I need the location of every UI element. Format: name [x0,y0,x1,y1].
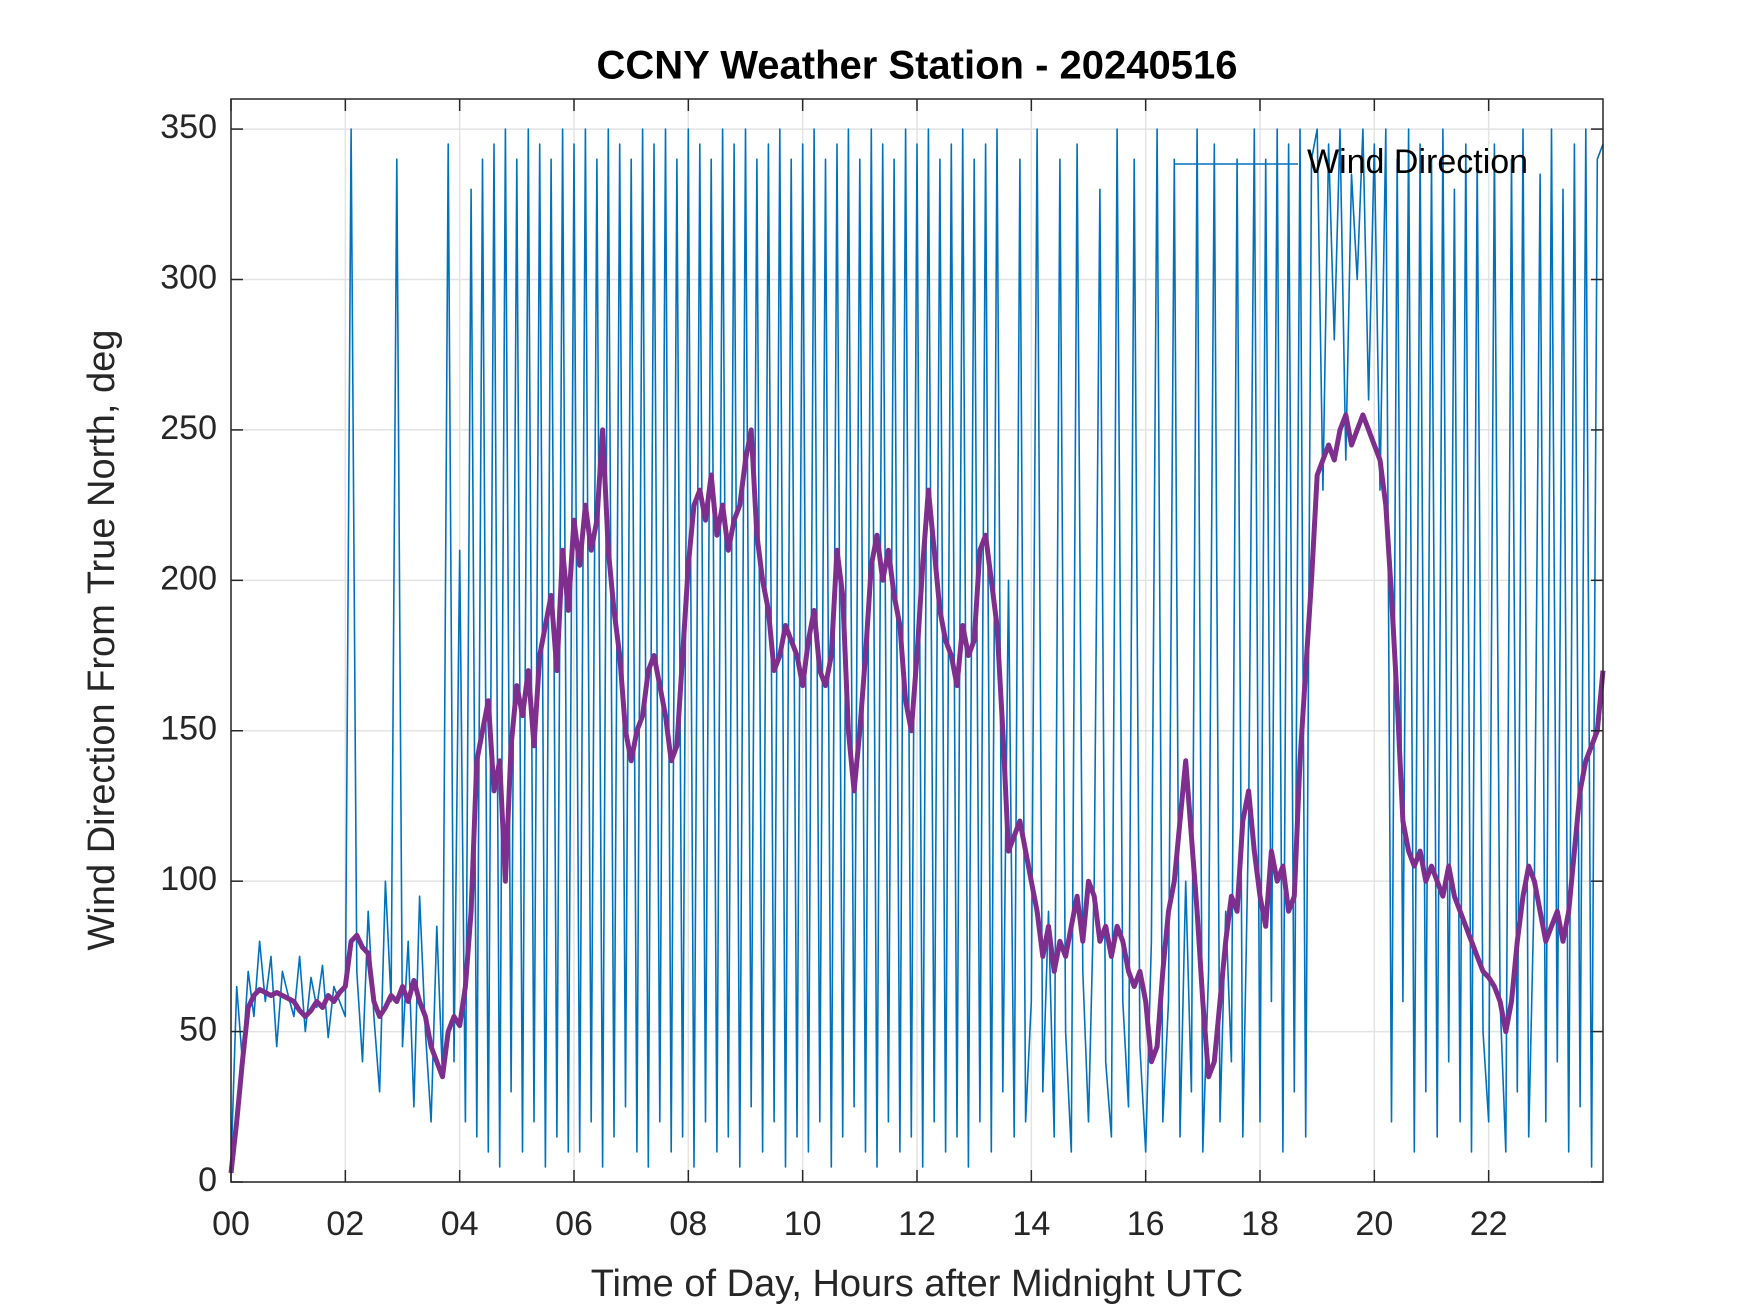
data-line [228,412,1606,1174]
y-tick-label: 50 [179,1011,217,1049]
y-tick-label: 150 [160,710,217,748]
x-tick-label: 02 [326,1205,364,1243]
x-tick-label: 04 [441,1205,479,1243]
y-tick-label: 200 [160,559,217,597]
x-tick-label: 16 [1127,1205,1165,1243]
x-tick-label: 20 [1355,1205,1393,1243]
x-tick-label: 00 [212,1205,250,1243]
x-tick-label: 10 [784,1205,822,1243]
y-tick-label: 350 [160,108,217,146]
data-line [230,128,1604,1168]
x-tick-label: 18 [1241,1205,1279,1243]
x-tick-label: 06 [555,1205,593,1243]
x-tick-label: 08 [669,1205,707,1243]
y-tick-label: 0 [198,1161,217,1199]
y-tick-label: 100 [160,860,217,898]
x-tick-label: 14 [1012,1205,1050,1243]
y-axis-label: Wind Direction From True North, deg [81,330,123,951]
y-tick-label: 300 [160,258,217,296]
chart-title: CCNY Weather Station - 20240516 [597,44,1238,88]
legend-label: Wind Direction [1307,143,1528,181]
x-tick-label: 22 [1470,1205,1508,1243]
x-axis-label: Time of Day, Hours after Midnight UTC [591,1263,1244,1305]
y-tick-label: 250 [160,409,217,447]
x-tick-label: 12 [898,1205,936,1243]
